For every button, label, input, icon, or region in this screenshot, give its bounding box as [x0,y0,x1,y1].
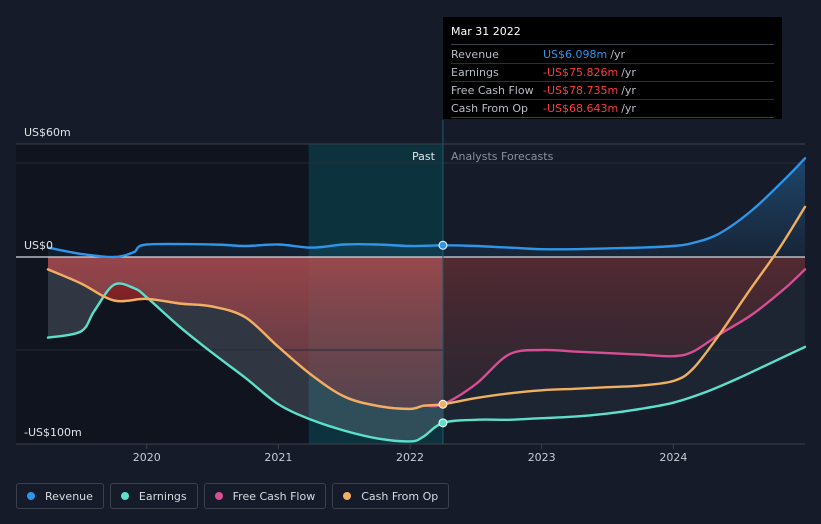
tooltip-value: -US$68.643m [543,102,619,115]
y-label-top: US$60m [24,126,71,139]
x-tick-label: 2024 [659,451,687,464]
revenue-fill [48,158,805,258]
legend-dot-icon [120,492,129,500]
series-line-cash-from-op [46,205,807,411]
series-line-earnings [46,282,807,443]
tooltip-label: Revenue [451,48,499,61]
legend-label: Free Cash Flow [232,489,316,503]
tooltip-label: Free Cash Flow [451,84,534,97]
tooltip-row-revenue: Revenue US$6.098m /yr [451,46,774,64]
legend-dot-icon [214,492,223,500]
tooltip-date: Mar 31 2022 [451,23,774,45]
tooltip-row-earnings: Earnings -US$75.826m /yr [451,64,774,82]
legend: Revenue Earnings Free Cash Flow Cash Fro… [16,483,450,509]
legend-label: Earnings [138,489,187,503]
x-tick-label: 2020 [133,451,161,464]
tooltip-label: Cash From Op [451,102,529,115]
x-tick-label: 2021 [264,451,292,464]
tooltip-unit: /yr [610,48,625,61]
tooltip-unit: /yr [621,84,636,97]
x-tick-label: 2023 [528,451,556,464]
tooltip-row-free-cash-flow: Free Cash Flow -US$78.735m /yr [451,82,774,100]
tooltip-unit: /yr [621,102,636,115]
x-tick-label: 2022 [396,451,424,464]
tooltip-label: Earnings [451,66,499,79]
legend-item-earnings[interactable]: Earnings [109,483,198,509]
past-label: Past [412,150,436,163]
data-point-marker [438,399,448,409]
tooltip: Mar 31 2022 Revenue US$6.098m /yr Earnin… [443,17,782,119]
tooltip-unit: /yr [621,66,636,79]
tooltip-value: -US$75.826m [543,66,619,79]
legend-dot-icon [27,492,35,500]
legend-dot-icon [343,492,352,500]
legend-item-free-cash-flow[interactable]: Free Cash Flow [203,483,327,509]
chart: US$60m US$0 -US$100m Past Analysts Forecasts… [16,120,807,464]
tooltip-value: US$6.098m [543,48,608,61]
legend-item-revenue[interactable]: Revenue [16,483,104,509]
legend-label: Revenue [45,489,93,503]
cashflow-fill-forecast [443,257,805,405]
tooltip-row-cash-from-op: Cash From Op -US$68.643m /yr [451,100,774,118]
forecast-label: Analysts Forecasts [451,150,554,163]
data-point-marker [438,240,448,250]
y-label-bottom: -US$100m [24,426,82,439]
tooltip-value: -US$78.735m [543,84,619,97]
legend-item-cash-from-op[interactable]: Cash From Op [332,483,450,509]
y-label-zero: US$0 [24,239,53,252]
legend-label: Cash From Op [361,489,439,503]
earnings-fill-forecast [443,257,805,423]
cashflow-fill-past [48,257,443,409]
data-point-marker [438,418,448,428]
